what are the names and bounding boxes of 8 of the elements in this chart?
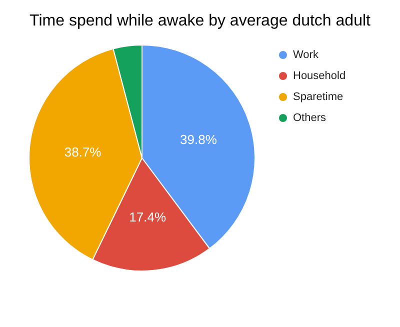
legend-label: Others xyxy=(293,112,327,124)
legend-label: Sparetime xyxy=(293,91,344,103)
data-label: 17.4% xyxy=(129,210,166,225)
chart-title: Time spend while awake by average dutch adult xyxy=(30,12,372,30)
legend-label: Work xyxy=(293,49,319,61)
data-label: 38.7% xyxy=(64,144,102,160)
data-label: 39.8% xyxy=(180,132,218,147)
legend-label: Household xyxy=(293,70,346,82)
